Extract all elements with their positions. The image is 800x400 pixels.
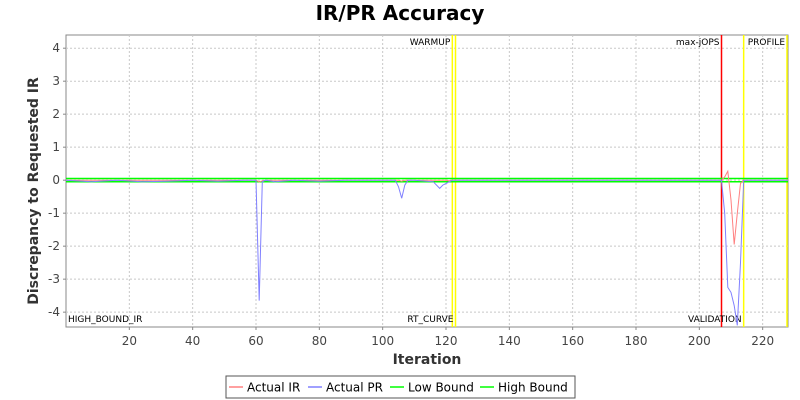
legend-label: High Bound (498, 381, 568, 395)
marker-label: max-jOPS (676, 38, 720, 48)
y-axis-label: Discrepancy to Requested IR (26, 77, 42, 305)
series-line-actual-pr (66, 179, 788, 326)
chart-title: IR/PR Accuracy (316, 1, 485, 25)
y-tick-label: -1 (48, 206, 60, 220)
marker-label: RT_CURVE (407, 315, 453, 325)
x-tick-label: 160 (561, 334, 584, 348)
annotations: HIGH_BOUND_IR (68, 315, 142, 325)
y-tick-label: 3 (52, 74, 60, 88)
x-tick-label: 220 (751, 334, 774, 348)
y-tick-label: 1 (52, 140, 60, 154)
legend-label: Actual IR (247, 381, 300, 395)
y-axis-ticks: -4 -3 -2 -1 0 1 2 3 4 (48, 41, 66, 319)
legend: Actual IR Actual PR Low Bound High Bound (225, 375, 576, 399)
x-axis-label: Iteration (393, 352, 462, 368)
event-markers: WARMUP RT_CURVE max-jOPS VALIDATION PROFILE (407, 35, 788, 327)
y-tick-label: 2 (52, 107, 60, 121)
x-tick-label: 200 (688, 334, 711, 348)
x-tick-label: 60 (248, 334, 263, 348)
y-tick-label: -4 (48, 305, 60, 319)
legend-label: Actual PR (326, 381, 383, 395)
legend-label: Low Bound (408, 381, 474, 395)
y-tick-label: -3 (48, 272, 60, 286)
series-lines (66, 169, 788, 326)
x-tick-label: 40 (185, 334, 200, 348)
x-tick-label: 80 (312, 334, 327, 348)
x-tick-label: 140 (498, 334, 521, 348)
marker-label: PROFILE (748, 38, 786, 48)
annotation-label: HIGH_BOUND_IR (68, 315, 142, 325)
x-tick-label: 180 (625, 334, 648, 348)
x-tick-label: 20 (122, 334, 137, 348)
x-tick-label: 120 (435, 334, 458, 348)
x-tick-label: 100 (371, 334, 394, 348)
y-tick-label: -2 (48, 239, 60, 253)
x-axis-ticks: 20 40 60 80 100 120 140 160 180 200 220 (122, 327, 774, 348)
y-tick-label: 0 (52, 173, 60, 187)
y-tick-label: 4 (52, 41, 60, 55)
marker-label: VALIDATION (688, 315, 742, 325)
marker-label: WARMUP (410, 38, 451, 48)
